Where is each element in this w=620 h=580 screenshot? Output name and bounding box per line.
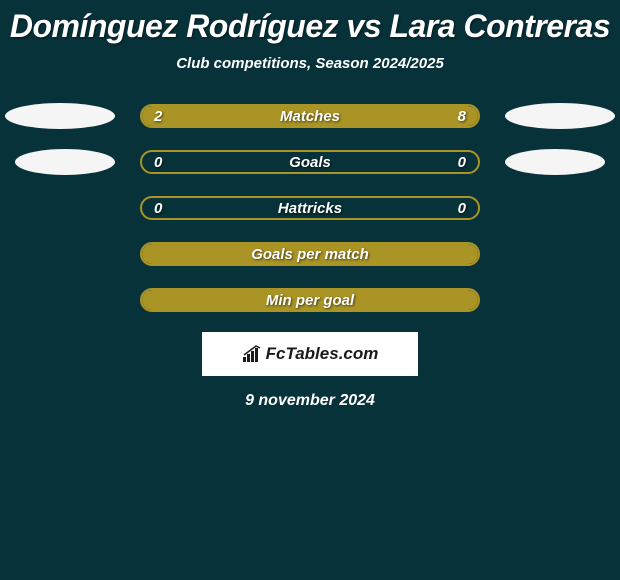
stat-value-right: 0 — [458, 154, 466, 171]
stat-bar: 0Goals0 — [140, 150, 480, 174]
page-title: Domínguez Rodríguez vs Lara Contreras — [10, 8, 610, 45]
stat-row: 0Hattricks0 — [0, 196, 620, 220]
stat-row: 2Matches8 — [0, 104, 620, 128]
stat-label: Goals — [142, 154, 478, 171]
stat-value-right: 8 — [458, 108, 466, 125]
comparison-card: Domínguez Rodríguez vs Lara Contreras Cl… — [0, 0, 620, 410]
stat-label: Goals per match — [142, 246, 478, 263]
subtitle: Club competitions, Season 2024/2025 — [176, 55, 444, 72]
stat-label: Hattricks — [142, 200, 478, 217]
logo-text: FcTables.com — [266, 344, 379, 364]
player-ellipse-left — [15, 149, 115, 175]
player-ellipse-left — [5, 103, 115, 129]
stat-label: Min per goal — [142, 292, 478, 309]
stat-row: 0Goals0 — [0, 150, 620, 174]
player-ellipse-right — [505, 149, 605, 175]
stat-value-right: 0 — [458, 200, 466, 217]
stats-area: 2Matches80Goals00Hattricks0Goals per mat… — [0, 104, 620, 312]
stat-bar: Min per goal — [140, 288, 480, 312]
stat-bar: 0Hattricks0 — [140, 196, 480, 220]
stat-row: Goals per match — [0, 242, 620, 266]
chart-icon — [242, 345, 264, 363]
player-ellipse-right — [505, 103, 615, 129]
stat-bar: Goals per match — [140, 242, 480, 266]
stat-row: Min per goal — [0, 288, 620, 312]
logo-box[interactable]: FcTables.com — [202, 332, 418, 376]
stat-bar: 2Matches8 — [140, 104, 480, 128]
date-text: 9 november 2024 — [245, 392, 375, 410]
stat-label: Matches — [142, 108, 478, 125]
